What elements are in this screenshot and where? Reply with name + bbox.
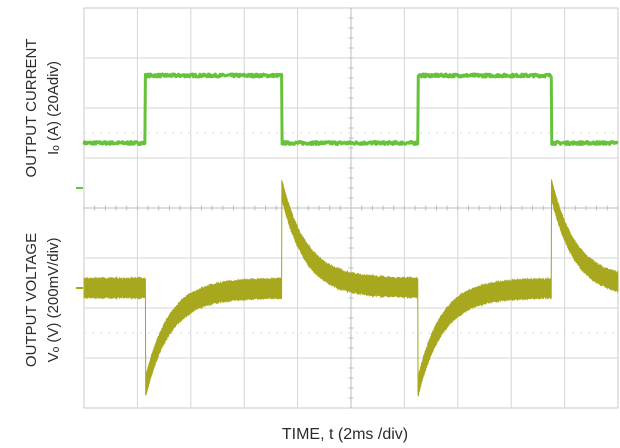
current-trace (82, 72, 619, 146)
traces (82, 72, 619, 397)
x-axis-label: TIME, t (2ms /div) (282, 426, 408, 443)
y-label-current-line2: Iₒ (A) (20Adiv) (45, 61, 62, 155)
y-label-voltage-line1: OUTPUT VOLTAGE (23, 233, 40, 367)
y-label-voltage-line2: Vₒ (V) (200mV/div) (45, 238, 62, 363)
channel-markers (76, 187, 83, 289)
y-label-current-line1: OUTPUT CURRENT (23, 39, 40, 178)
voltage-trace (83, 178, 619, 397)
graticule (83, 7, 619, 409)
